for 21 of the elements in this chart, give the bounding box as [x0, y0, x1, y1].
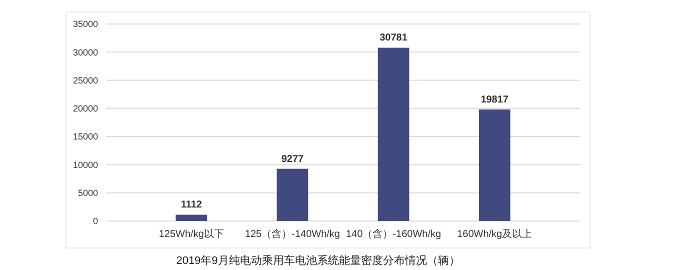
bar — [378, 48, 410, 221]
y-tick-label: 20000 — [72, 104, 98, 114]
y-tick-label: 15000 — [72, 132, 98, 142]
bar — [478, 109, 510, 221]
y-tick-label: 5000 — [78, 188, 98, 198]
y-tick-label: 25000 — [72, 75, 98, 86]
data-label: 30781 — [380, 32, 408, 44]
bar — [176, 214, 208, 221]
text: 2019年9月纯电动乘用车电池系统能量密度分布情况（辆） — [176, 254, 460, 267]
bar — [276, 168, 308, 221]
y-tick-label: 10000 — [72, 160, 98, 170]
x-tick-label: 125（含）-140Wh/kg — [244, 228, 340, 240]
x-tick-label: 140（含）-160Wh/kg — [346, 228, 442, 240]
y-tick-label: 35000 — [72, 19, 98, 30]
x-tick-label: 160Wh/kg及以上 — [457, 228, 532, 240]
data-label: 19817 — [480, 94, 509, 106]
data-label: 9277 — [281, 154, 304, 165]
x-tick-label: 125Wh/kg以下 — [158, 228, 224, 240]
data-label: 1112 — [180, 200, 202, 211]
y-tick-label: 0 — [92, 216, 98, 226]
y-tick-label: 30000 — [72, 47, 98, 58]
